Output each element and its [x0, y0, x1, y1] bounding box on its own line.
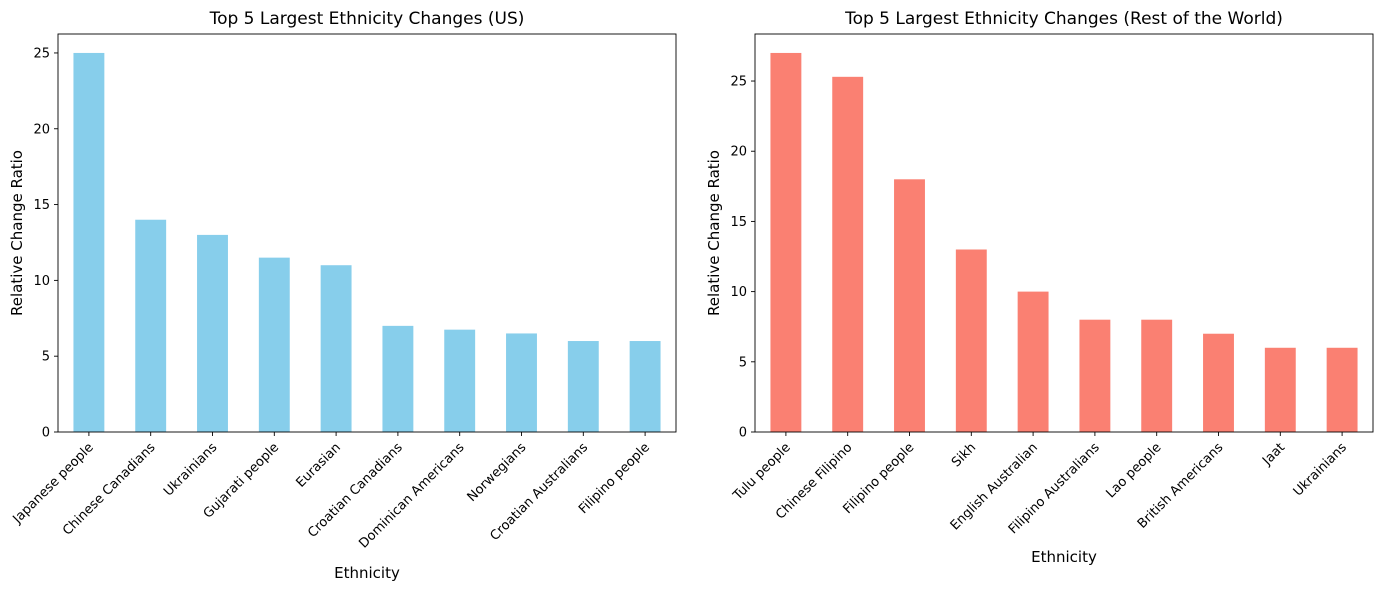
y-tick-label: 5	[739, 355, 747, 370]
bar	[1017, 291, 1049, 432]
bar	[832, 76, 864, 432]
x-tick-label: Jaat	[1259, 440, 1288, 469]
x-tick-label: Dominican Americans	[356, 440, 467, 551]
y-tick-label: 25	[33, 46, 50, 61]
x-tick-label: Lao people	[1103, 440, 1164, 501]
x-tick-label: Eurasian	[293, 440, 343, 490]
bar	[1326, 347, 1358, 432]
y-tick-label: 10	[33, 274, 50, 289]
y-tick-label: 15	[33, 198, 50, 213]
y-axis-label: Relative Change Ratio	[705, 150, 723, 316]
bar	[567, 341, 599, 432]
y-axis-label: Relative Change Ratio	[8, 150, 26, 316]
y-tick-label: 20	[33, 122, 50, 137]
axes-frame	[754, 33, 1374, 433]
bar	[894, 179, 925, 432]
x-tick-label: Sikh	[949, 440, 979, 470]
bar	[770, 52, 802, 432]
bar	[506, 333, 537, 432]
x-tick-label: Tulu people	[730, 440, 794, 504]
bar	[1079, 319, 1111, 432]
x-tick-label: Ukrainians	[1291, 440, 1350, 499]
y-tick-label: 20	[730, 145, 747, 160]
bar	[1141, 319, 1173, 432]
bar	[258, 257, 290, 432]
bar	[135, 219, 167, 432]
x-tick-label: Norwegians	[465, 440, 530, 505]
y-tick-label: 15	[730, 215, 747, 230]
bar	[444, 329, 476, 432]
bar	[320, 265, 352, 432]
y-tick-label: 0	[42, 426, 50, 441]
x-tick-label: Ukrainians	[161, 440, 220, 499]
y-tick-label: 0	[739, 426, 747, 441]
bar	[955, 249, 987, 432]
bar	[629, 341, 661, 432]
bar	[382, 325, 414, 432]
bar	[73, 52, 105, 432]
bar	[197, 234, 228, 432]
y-tick-label: 25	[730, 75, 747, 90]
axes-frame	[57, 33, 677, 433]
y-tick-label: 10	[730, 285, 747, 300]
bar	[1203, 333, 1234, 432]
y-tick-label: 5	[42, 350, 50, 365]
chart-title: Top 5 Largest Ethnicity Changes (US)	[209, 9, 525, 29]
chart-title: Top 5 Largest Ethnicity Changes (Rest of…	[844, 9, 1283, 29]
x-axis-label: Ethnicity	[1031, 548, 1097, 566]
bar	[1264, 347, 1296, 432]
x-axis-label: Ethnicity	[334, 564, 400, 582]
